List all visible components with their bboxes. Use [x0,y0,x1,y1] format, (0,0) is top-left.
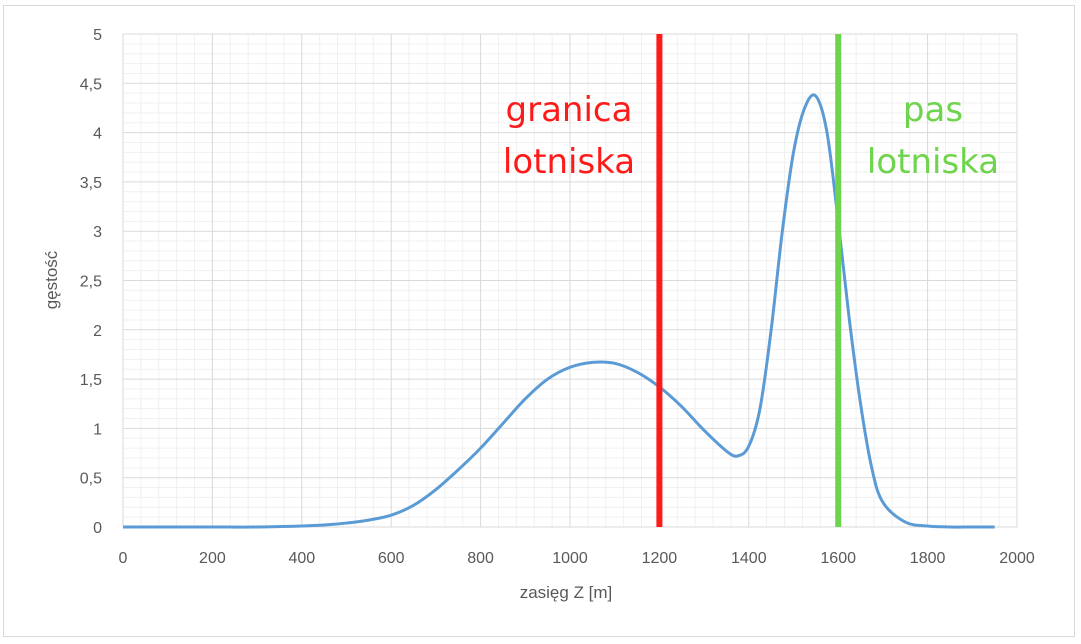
y-tick-label: 4 [93,126,102,143]
annotations-layer: granica lotniska pas lotniska [503,34,999,527]
y-tick-label: 2,5 [80,274,102,291]
y-tick-label: 4,5 [80,76,102,93]
x-axis-title: zasięg Z [m] [520,583,613,602]
annotation-label: lotniska [867,142,999,182]
x-tick-label: 1200 [642,550,678,567]
y-tick-label: 1,5 [80,372,102,389]
x-tick-label: 600 [378,550,405,567]
y-axis-title: gęstość [42,250,61,309]
y-tick-label: 3,5 [80,175,102,192]
annotation-label: granica [506,90,633,130]
y-axis-ticks: 0 0,5 1 1,5 2 2,5 3 3,5 4 4,5 5 [80,27,102,537]
x-tick-label: 200 [199,550,226,567]
series-layer [123,93,995,529]
y-tick-label: 3 [93,224,102,241]
x-tick-label: 1600 [820,550,856,567]
y-tick-label: 2 [93,323,102,340]
annotation-label: lotniska [503,142,635,182]
y-tick-label: 1 [93,421,102,438]
y-tick-label: 0,5 [80,471,102,488]
y-tick-label: 5 [93,27,102,44]
chart-frame [3,5,1075,637]
x-tick-label: 800 [467,550,494,567]
y-tick-label: 0 [93,520,102,537]
x-tick-label: 1400 [731,550,767,567]
x-tick-label: 2000 [999,550,1035,567]
annotation-label: pas [903,90,963,130]
x-tick-label: 1800 [910,550,946,567]
x-tick-label: 0 [119,550,128,567]
x-tick-label: 400 [288,550,315,567]
density-line [123,93,995,529]
x-tick-label: 1000 [552,550,588,567]
x-axis-ticks: 0 200 400 600 800 1000 1200 1400 1600 1800 2000 [119,550,1035,567]
